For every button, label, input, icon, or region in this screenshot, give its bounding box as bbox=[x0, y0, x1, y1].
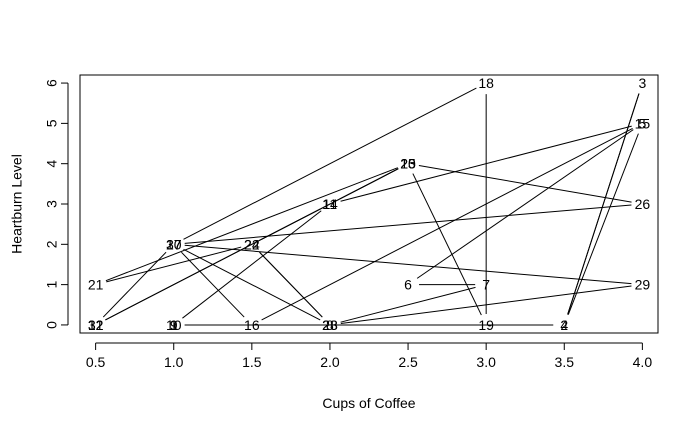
point-label-31: 31 bbox=[88, 317, 104, 333]
y-tick-label: 4 bbox=[44, 160, 60, 168]
point-label-1: 1 bbox=[170, 317, 178, 333]
point-label-25: 25 bbox=[400, 156, 416, 172]
plot-frame bbox=[79, 74, 659, 334]
point-label-30: 30 bbox=[166, 236, 182, 252]
point-label-24: 24 bbox=[244, 236, 260, 252]
point-label-27: 27 bbox=[166, 236, 182, 252]
point-label-12: 12 bbox=[88, 317, 104, 333]
series-segment bbox=[259, 251, 323, 318]
point-label-2: 2 bbox=[560, 317, 568, 333]
x-tick-label: 1.0 bbox=[164, 354, 184, 370]
y-tick-label: 1 bbox=[44, 281, 60, 289]
series-segment bbox=[184, 244, 632, 285]
y-tick-label: 6 bbox=[44, 79, 60, 87]
series-segment bbox=[412, 173, 482, 316]
point-label-8: 8 bbox=[326, 317, 334, 333]
x-axis: 0.5 1.0 1.5 2.0 2.5 3.0 3.5 4.0 bbox=[86, 342, 653, 370]
point-label-6: 6 bbox=[404, 277, 412, 293]
x-tick-label: 3.5 bbox=[555, 354, 575, 370]
y-axis: 0 1 2 3 4 5 6 bbox=[44, 79, 69, 329]
point-label-32: 32 bbox=[88, 317, 104, 333]
point-label-16: 16 bbox=[244, 317, 260, 333]
series-segment bbox=[340, 285, 632, 325]
series-segment bbox=[567, 133, 639, 315]
series-lines bbox=[102, 87, 640, 326]
x-tick-label: 0.5 bbox=[86, 354, 106, 370]
series-segment bbox=[183, 87, 477, 240]
y-tick-label: 0 bbox=[44, 321, 60, 329]
point-label-14: 14 bbox=[322, 196, 338, 212]
x-tick-label: 2.5 bbox=[398, 354, 418, 370]
point-label-19: 19 bbox=[478, 317, 494, 333]
y-tick-label: 2 bbox=[44, 240, 60, 248]
point-label-9: 9 bbox=[170, 317, 178, 333]
y-axis-title: Heartburn Level bbox=[9, 154, 25, 254]
x-tick-label: 1.5 bbox=[242, 354, 262, 370]
point-label-26: 26 bbox=[635, 196, 651, 212]
point-label-5: 5 bbox=[638, 115, 646, 131]
series-segment bbox=[106, 246, 242, 283]
x-tick-label: 3.0 bbox=[476, 354, 496, 370]
point-label-11: 11 bbox=[323, 196, 338, 212]
x-tick-label: 4.0 bbox=[633, 354, 653, 370]
point-label-4: 4 bbox=[560, 317, 568, 333]
series-segment bbox=[105, 167, 398, 282]
series-segment bbox=[567, 93, 640, 315]
series-segment bbox=[418, 165, 632, 203]
series-segment bbox=[416, 129, 634, 279]
point-label-13: 13 bbox=[400, 156, 416, 172]
point-label-28: 28 bbox=[322, 317, 338, 333]
point-label-7: 7 bbox=[482, 277, 490, 293]
series-segment bbox=[183, 248, 321, 321]
point-label-15: 15 bbox=[635, 115, 651, 131]
point-label-29: 29 bbox=[635, 277, 651, 293]
series-segment bbox=[184, 204, 632, 244]
series-segment bbox=[261, 127, 633, 321]
series-segment bbox=[102, 251, 167, 318]
point-label-10: 10 bbox=[166, 317, 182, 333]
point-label-21: 21 bbox=[88, 277, 104, 293]
x-axis-title: Cups of Coffee bbox=[322, 395, 415, 411]
point-label-17: 17 bbox=[166, 236, 182, 252]
point-label-20: 20 bbox=[400, 156, 416, 172]
series-segment bbox=[181, 251, 245, 318]
x-tick-label: 2.0 bbox=[320, 354, 340, 370]
series-segment bbox=[182, 210, 322, 319]
point-label-23: 23 bbox=[322, 317, 338, 333]
series-segment bbox=[261, 168, 399, 240]
point-label-3: 3 bbox=[638, 75, 646, 91]
series-segment bbox=[340, 286, 476, 323]
y-tick-label: 3 bbox=[44, 200, 60, 208]
y-tick-label: 5 bbox=[44, 119, 60, 127]
point-label-18: 18 bbox=[478, 75, 494, 91]
point-label-22: 22 bbox=[244, 236, 260, 252]
